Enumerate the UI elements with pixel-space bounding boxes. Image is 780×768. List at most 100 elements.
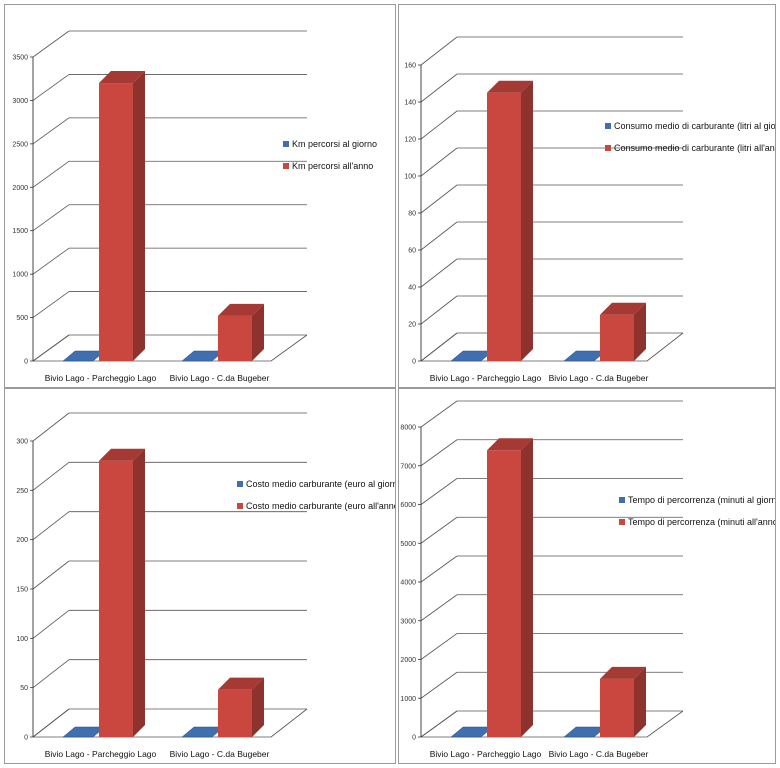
x-category-label: Bivio Lago - C.da Bugeber [549, 373, 649, 383]
legend-label-day: Consumo medio di carburante (litri al gi… [614, 121, 775, 131]
y-tick-label: 160 [404, 63, 416, 70]
side-gridline [420, 555, 458, 583]
y-tick-label: 500 [16, 315, 28, 322]
legend-label-day: Tempo di percorrenza (minuti al giorno) [628, 495, 775, 505]
floor-right-edge [270, 708, 308, 738]
bar-year-front [218, 689, 252, 737]
side-gridline [420, 295, 458, 325]
y-tick-label: 250 [16, 488, 28, 495]
y-tick-label: 200 [16, 537, 28, 544]
y-tick-label: 120 [404, 137, 416, 144]
side-gridline [420, 400, 458, 428]
bar-year-top [218, 677, 264, 690]
y-tick-label: 3000 [400, 618, 416, 625]
bar-year-side [133, 71, 145, 362]
x-category-label: Bivio Lago - C.da Bugeber [170, 373, 270, 383]
side-gridline [32, 412, 70, 442]
legend-label-year: Tempo di percorrenza (minuti all'anno) [628, 517, 775, 527]
side-gridline [420, 221, 458, 251]
bar-year-side [252, 303, 264, 361]
bar-year-top [99, 448, 145, 461]
side-gridline [420, 184, 458, 214]
y-tick-label: 80 [408, 211, 416, 218]
side-gridline [32, 117, 70, 145]
bar-year-top [600, 302, 646, 315]
bar-day [181, 350, 225, 362]
side-gridline [32, 560, 70, 590]
side-gridline [32, 462, 70, 491]
y-tick-label: 60 [408, 248, 416, 255]
bar-day [563, 350, 607, 362]
side-gridline [420, 516, 458, 544]
legend-label-year: Km percorsi all'anno [292, 161, 373, 171]
side-gridline [420, 671, 458, 699]
floor-right-edge [646, 710, 684, 738]
chart-km: 0 500 1000 1500 2000 2500 3000 3500 Bivio Lago -… [12, 30, 377, 383]
y-tick-label: 1000 [12, 272, 28, 279]
bar-year-front [99, 83, 133, 362]
bar-year-side [133, 448, 145, 737]
bar-year-top [600, 666, 646, 679]
bar-year-top [487, 438, 533, 451]
side-gridline [420, 478, 458, 505]
bar-day [62, 350, 106, 362]
side-gridline [32, 511, 70, 540]
side-gridline [32, 204, 70, 232]
y-tick-label: 50 [20, 685, 28, 692]
bar-year-front [600, 314, 634, 361]
bar-year-front [99, 460, 133, 737]
side-gridline [32, 291, 70, 318]
y-tick-label: 0 [412, 735, 416, 742]
y-tick-label: 100 [16, 636, 28, 643]
bar-year-side [634, 302, 646, 361]
bar-year-side [634, 666, 646, 737]
y-tick-label: 3000 [12, 98, 28, 105]
legend-swatch-day [283, 141, 289, 147]
legend-swatch-day [619, 497, 625, 503]
chart-panel-tempo: 0 1000 2000 3000 4000 5000 6000 7000 8000 Bivio L… [398, 388, 776, 764]
chart-panel-km: 0 500 1000 1500 2000 2500 3000 3500 Bivio Lago -… [4, 4, 396, 388]
bar-day [450, 350, 494, 362]
chart-consumo: 0 20 40 60 80 100 120 140 160 Bivio Lago - Parche… [404, 36, 775, 383]
bar-year-front [218, 315, 252, 361]
bar-year-top [99, 71, 145, 84]
bar-year-front [487, 450, 521, 737]
y-tick-label: 7000 [400, 463, 416, 470]
side-gridline [32, 247, 70, 275]
legend-swatch-year [283, 163, 289, 169]
y-tick-label: 300 [16, 439, 28, 446]
x-category-label: Bivio Lago - C.da Bugeber [170, 749, 270, 759]
x-category-label: Bivio Lago - C.da Bugeber [549, 749, 649, 759]
y-tick-label: 150 [16, 587, 28, 594]
bar-year-top [218, 303, 264, 316]
x-category-label: Bivio Lago - Parcheggio Lago [45, 373, 157, 383]
side-gridline [420, 36, 458, 66]
y-tick-label: 6000 [400, 502, 416, 509]
y-tick-label: 5000 [400, 541, 416, 548]
chart-panel-consumo: 0 20 40 60 80 100 120 140 160 Bivio Lago - Parche… [398, 4, 776, 388]
legend-label-day: Km percorsi al giorno [292, 139, 377, 149]
y-tick-label: 0 [412, 359, 416, 366]
floor-right-edge [646, 332, 684, 362]
legend-swatch-day [237, 481, 243, 487]
y-tick-label: 8000 [400, 425, 416, 432]
bar-year-front [600, 678, 634, 737]
chart-costo: 0 50 100 150 200 250 300 Bivio Lago - Parcheggi… [16, 412, 395, 759]
legend-label-year: Consumo medio di carburante (litri all'a… [614, 143, 775, 153]
side-gridline [32, 708, 70, 738]
side-gridline [32, 659, 70, 688]
bar-day [563, 726, 607, 738]
side-gridline [32, 610, 70, 639]
chart-tempo: 0 1000 2000 3000 4000 5000 6000 7000 8000 Bivio L… [400, 400, 775, 759]
bar-day [62, 726, 106, 738]
bar-year-side [521, 438, 533, 737]
side-gridline [32, 30, 70, 58]
legend-swatch-year [619, 519, 625, 525]
x-category-label: Bivio Lago - Parcheggio Lago [430, 749, 542, 759]
side-gridline [420, 73, 458, 103]
y-tick-label: 140 [404, 100, 416, 107]
y-tick-label: 20 [408, 322, 416, 329]
y-tick-label: 0 [24, 735, 28, 742]
side-gridline [420, 110, 458, 140]
